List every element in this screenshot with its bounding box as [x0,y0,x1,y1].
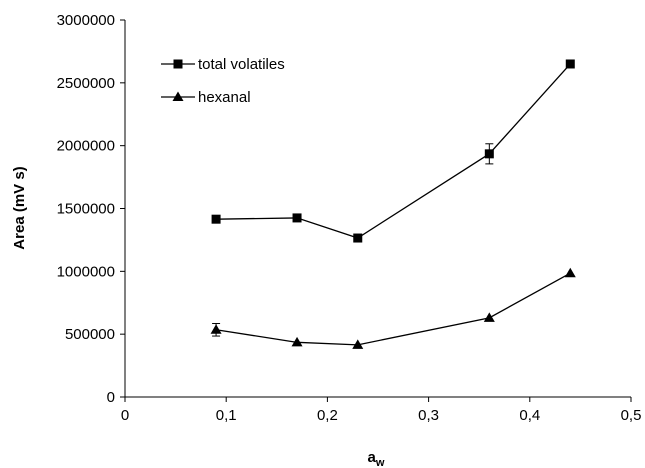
x-tick-label: 0 [121,407,129,424]
data-point-square[interactable] [211,214,221,224]
data-point-square[interactable] [292,213,302,223]
legend-square-marker [173,59,183,69]
legend-label-total-volatiles: total volatiles [198,56,285,73]
y-tick-label: 1500000 [57,201,115,218]
legend-label-hexanal: hexanal [198,89,251,106]
legend-item-hexanal[interactable]: hexanal [161,89,251,106]
x-tick-label: 0,5 [621,407,642,424]
data-point-triangle[interactable] [564,267,576,278]
legend-triangle-marker [172,91,184,101]
series-total-volatiles [211,59,575,243]
series-hexanal [210,267,576,349]
x-tick-label: 0,3 [418,407,439,424]
legend-item-total-volatiles[interactable]: total volatiles [161,56,285,73]
series-line-total-volatiles [216,63,571,239]
series-layer [210,59,576,349]
data-point-square[interactable] [484,149,494,159]
x-axis-title: aw [368,449,385,468]
data-point-square[interactable] [353,233,363,243]
x-ticks: 0 0,1 0,2 0,3 0,4 0,5 [121,397,642,424]
y-tick-label: 0 [107,389,115,406]
data-point-triangle[interactable] [352,339,364,349]
x-tick-label: 0,1 [216,407,237,424]
y-tick-label: 2000000 [57,138,115,155]
data-point-triangle[interactable] [291,336,303,347]
y-axis-title: Area (mV s) [11,166,28,249]
data-point-triangle[interactable] [483,312,495,322]
x-axis-title-subscript: w [375,457,385,468]
x-tick-label: 0,4 [519,407,540,424]
y-ticks: 0 500000 1000000 1500000 2000000 2500000 30000… [57,12,125,406]
y-tick-label: 3000000 [57,12,115,29]
data-point-square[interactable] [565,59,575,69]
x-axis-title-main: a [368,449,377,466]
x-tick-label: 0,2 [317,407,338,424]
series-line-hexanal [215,272,571,346]
y-tick-label: 2500000 [57,75,115,92]
y-tick-label: 500000 [65,326,115,343]
data-point-triangle[interactable] [210,324,222,334]
y-tick-label: 1000000 [57,263,115,280]
legend: total volatiles hexanal [161,56,285,106]
